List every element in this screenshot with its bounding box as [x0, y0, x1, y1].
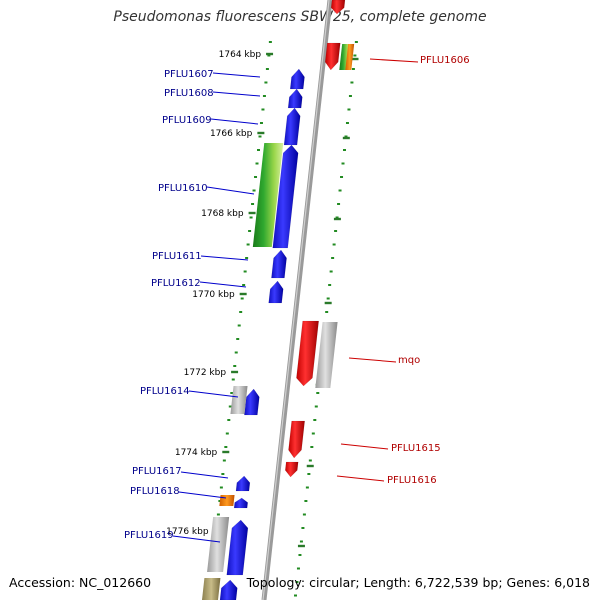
ruler-label: 1772 kbp: [184, 368, 227, 378]
gene-label-right[interactable]: PFLU1616: [387, 475, 437, 486]
gene-leader-line: [172, 535, 221, 543]
gene-arrow-forward: [219, 579, 238, 600]
gene-arrow-forward: [244, 388, 260, 416]
ruler-label: 1768 kbp: [201, 209, 244, 219]
gene-arrow-forward: [271, 249, 287, 279]
gene-arrow-forward: [283, 107, 301, 146]
gene-leader-line: [210, 118, 259, 125]
genome-axis-highlight: [262, 0, 330, 600]
ruler-label: 1764 kbp: [219, 50, 262, 60]
gene-arrow-reverse: [296, 320, 319, 387]
gene-block-olive: [202, 578, 221, 600]
gene-arrow-forward: [233, 497, 248, 509]
gene-arrow-reverse: [324, 42, 341, 71]
gene-label-left[interactable]: PFLU1612: [151, 278, 201, 289]
gene-label-left[interactable]: PFLU1610: [158, 183, 208, 194]
gene-leader-line: [206, 186, 255, 195]
gene-label-left[interactable]: PFLU1617: [132, 466, 182, 477]
gene-leader-line: [180, 471, 229, 479]
gene-arrow-forward: [226, 519, 249, 576]
gene-block-grey: [207, 517, 230, 572]
gene-label-left[interactable]: PFLU1609: [162, 115, 212, 126]
gene-arrow-forward: [272, 144, 299, 249]
gene-block-grey: [315, 322, 338, 388]
gene-arrow-reverse: [288, 420, 305, 459]
gene-label-right[interactable]: PFLU1615: [391, 443, 441, 454]
ruler-label: 1776 kbp: [166, 527, 209, 537]
gene-arrow-forward: [289, 68, 305, 90]
genome-axis-line: [261, 0, 333, 600]
ruler-label: 1770 kbp: [192, 290, 235, 300]
gene-leader-line: [199, 281, 247, 288]
gene-arrow-reverse: [285, 461, 299, 478]
gene-label-left[interactable]: PFLU1608: [164, 88, 214, 99]
gene-block-green: [252, 143, 284, 247]
gene-label-left[interactable]: PFLU1607: [164, 69, 214, 80]
gene-label-left[interactable]: PFLU1618: [130, 486, 180, 497]
gene-leader-line: [188, 390, 239, 398]
gene-label-left[interactable]: PFLU1619: [124, 530, 174, 541]
gene-arrow-reverse: [330, 0, 346, 15]
gene-label-right[interactable]: mqo: [398, 355, 420, 366]
ruler-label: 1766 kbp: [210, 129, 253, 139]
genome-summary-text: Topology: circular; Length: 6,722,539 bp…: [246, 575, 590, 590]
gene-leader-line: [369, 58, 419, 63]
gene-arrow-forward: [287, 88, 303, 109]
gene-block-grey: [230, 386, 248, 414]
gene-leader-line: [178, 491, 227, 499]
ruler-label: 1774 kbp: [175, 448, 218, 458]
gene-leader-line: [200, 255, 249, 261]
gene-arrow-forward: [268, 280, 284, 304]
gene-leader-line: [212, 72, 261, 78]
gene-leader-line: [340, 443, 389, 450]
gene-label-left[interactable]: PFLU1611: [152, 251, 202, 262]
gene-block-orange: [219, 495, 235, 506]
gene-arrow-forward: [235, 475, 251, 492]
gene-leader-line: [336, 475, 385, 482]
gene-label-right[interactable]: PFLU1606: [420, 55, 470, 66]
gene-leader-line: [212, 91, 261, 97]
map-title: Pseudomonas fluorescens SBW25, complete …: [113, 9, 487, 25]
accession-text: Accession: NC_012660: [9, 575, 152, 590]
gene-leader-line: [348, 357, 397, 363]
gene-label-left[interactable]: PFLU1614: [140, 386, 190, 397]
gene-block-orange: [345, 44, 355, 70]
